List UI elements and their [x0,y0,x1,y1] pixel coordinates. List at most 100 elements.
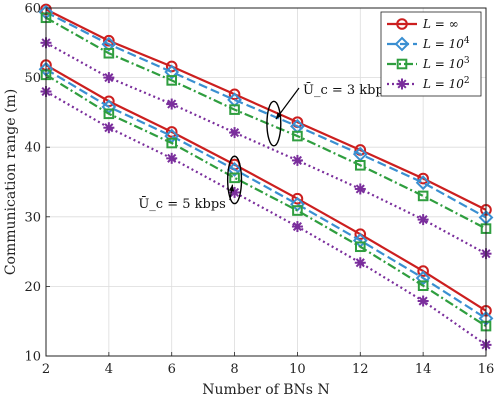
y-tick-label: 30 [24,210,41,225]
annotation-arrowhead [275,112,282,120]
annotation-ellipse [266,100,282,147]
x-tick-label: 12 [352,362,369,377]
series-7 [40,86,492,351]
data-point [417,214,429,226]
data-point [228,88,241,101]
y-tick-label: 50 [24,71,41,86]
marker-circle [291,192,304,205]
x-tick-label: 6 [168,362,176,377]
data-point [164,64,180,80]
data-point [103,108,115,120]
marker-diamond [394,36,410,52]
data-point [166,137,178,149]
marker-star-arm [167,99,177,109]
series-line [45,64,487,312]
data-point [166,98,178,110]
marker-star-arm [418,215,428,225]
data-point [166,152,178,164]
data-point [229,172,240,184]
legend-marker [396,18,408,30]
series-line [45,68,487,320]
marker-circle [228,88,241,101]
data-point [227,162,242,177]
marker-square [417,190,429,202]
marker-square [103,47,115,59]
legend-item: L = 104 [387,36,470,52]
marker-star-arm [397,79,407,89]
series-line [45,16,487,230]
marker-square [396,58,408,70]
marker-star-arm [167,153,177,163]
data-point [354,257,366,269]
data-point [291,221,303,233]
x-tick-label: 2 [42,362,50,377]
data-point [354,228,367,240]
data-point [417,280,429,292]
data-point [291,192,304,205]
series-line [45,8,487,211]
legend-marker [394,36,410,52]
marker-diamond [101,36,117,52]
data-point [415,270,431,286]
marker-star-arm [104,123,114,133]
marker-star-arm [230,187,240,197]
x-axis-label: Number of BNs N [202,382,329,398]
marker-square [292,130,303,142]
marker-square [417,280,429,292]
marker-square [229,104,240,115]
data-point [103,72,115,84]
annotation-label: Ū_c = 3 kbps [303,82,391,98]
marker-star-arm [355,258,365,268]
data-point [415,175,431,191]
data-point [292,205,303,216]
data-point [103,122,115,134]
marker-diamond [415,175,431,191]
legend-label: L = 102 [422,76,470,91]
marker-diamond [164,64,180,80]
marker-star-arm [292,221,302,232]
x-tick-label: 4 [105,362,113,377]
marker-square [229,172,240,184]
legend-item: L = 102 [387,76,470,91]
legend-label: L = 104 [422,36,470,51]
marker-square [103,108,115,120]
y-tick-label: 60 [24,2,41,17]
marker-circle [396,18,408,30]
marker-star-arm [355,184,365,194]
x-tick-label: 10 [289,362,306,377]
marker-circle [165,126,178,138]
data-point [103,34,115,47]
data-point [103,47,115,59]
y-tick-label: 10 [24,350,41,365]
legend: L = ∞ L = 104 L = 103 L = 102 [380,11,482,97]
legend-label: L = ∞ [422,17,459,31]
marker-square [292,205,303,216]
y-tick-label: 20 [24,280,41,295]
legend-marker [396,58,408,70]
x-tick-label: 8 [230,362,238,377]
annotation-label: Ū_c = 5 kbps [138,196,226,212]
marker-diamond [415,270,431,286]
marker-square [354,241,366,253]
series-0 [40,3,492,216]
legend-item: L = 103 [387,56,470,71]
legend-label: L = 103 [422,56,470,71]
data-point [354,159,366,171]
annotation-arrowhead [228,184,235,192]
data-point [291,154,303,166]
annotation-1: Ū_c = 5 kbps [138,155,243,212]
x-tick-label: 16 [478,362,495,377]
data-point [101,36,117,52]
marker-square [354,159,366,171]
data-point [354,241,366,253]
series-2 [40,12,492,234]
legend-item: L = ∞ [387,17,459,31]
marker-star-arm [230,128,240,138]
marker-diamond [227,162,242,177]
annotation-ellipse [226,155,243,205]
data-point [417,295,429,307]
marker-star-arm [104,73,114,83]
data-point [229,127,241,139]
marker-circle [417,172,429,185]
